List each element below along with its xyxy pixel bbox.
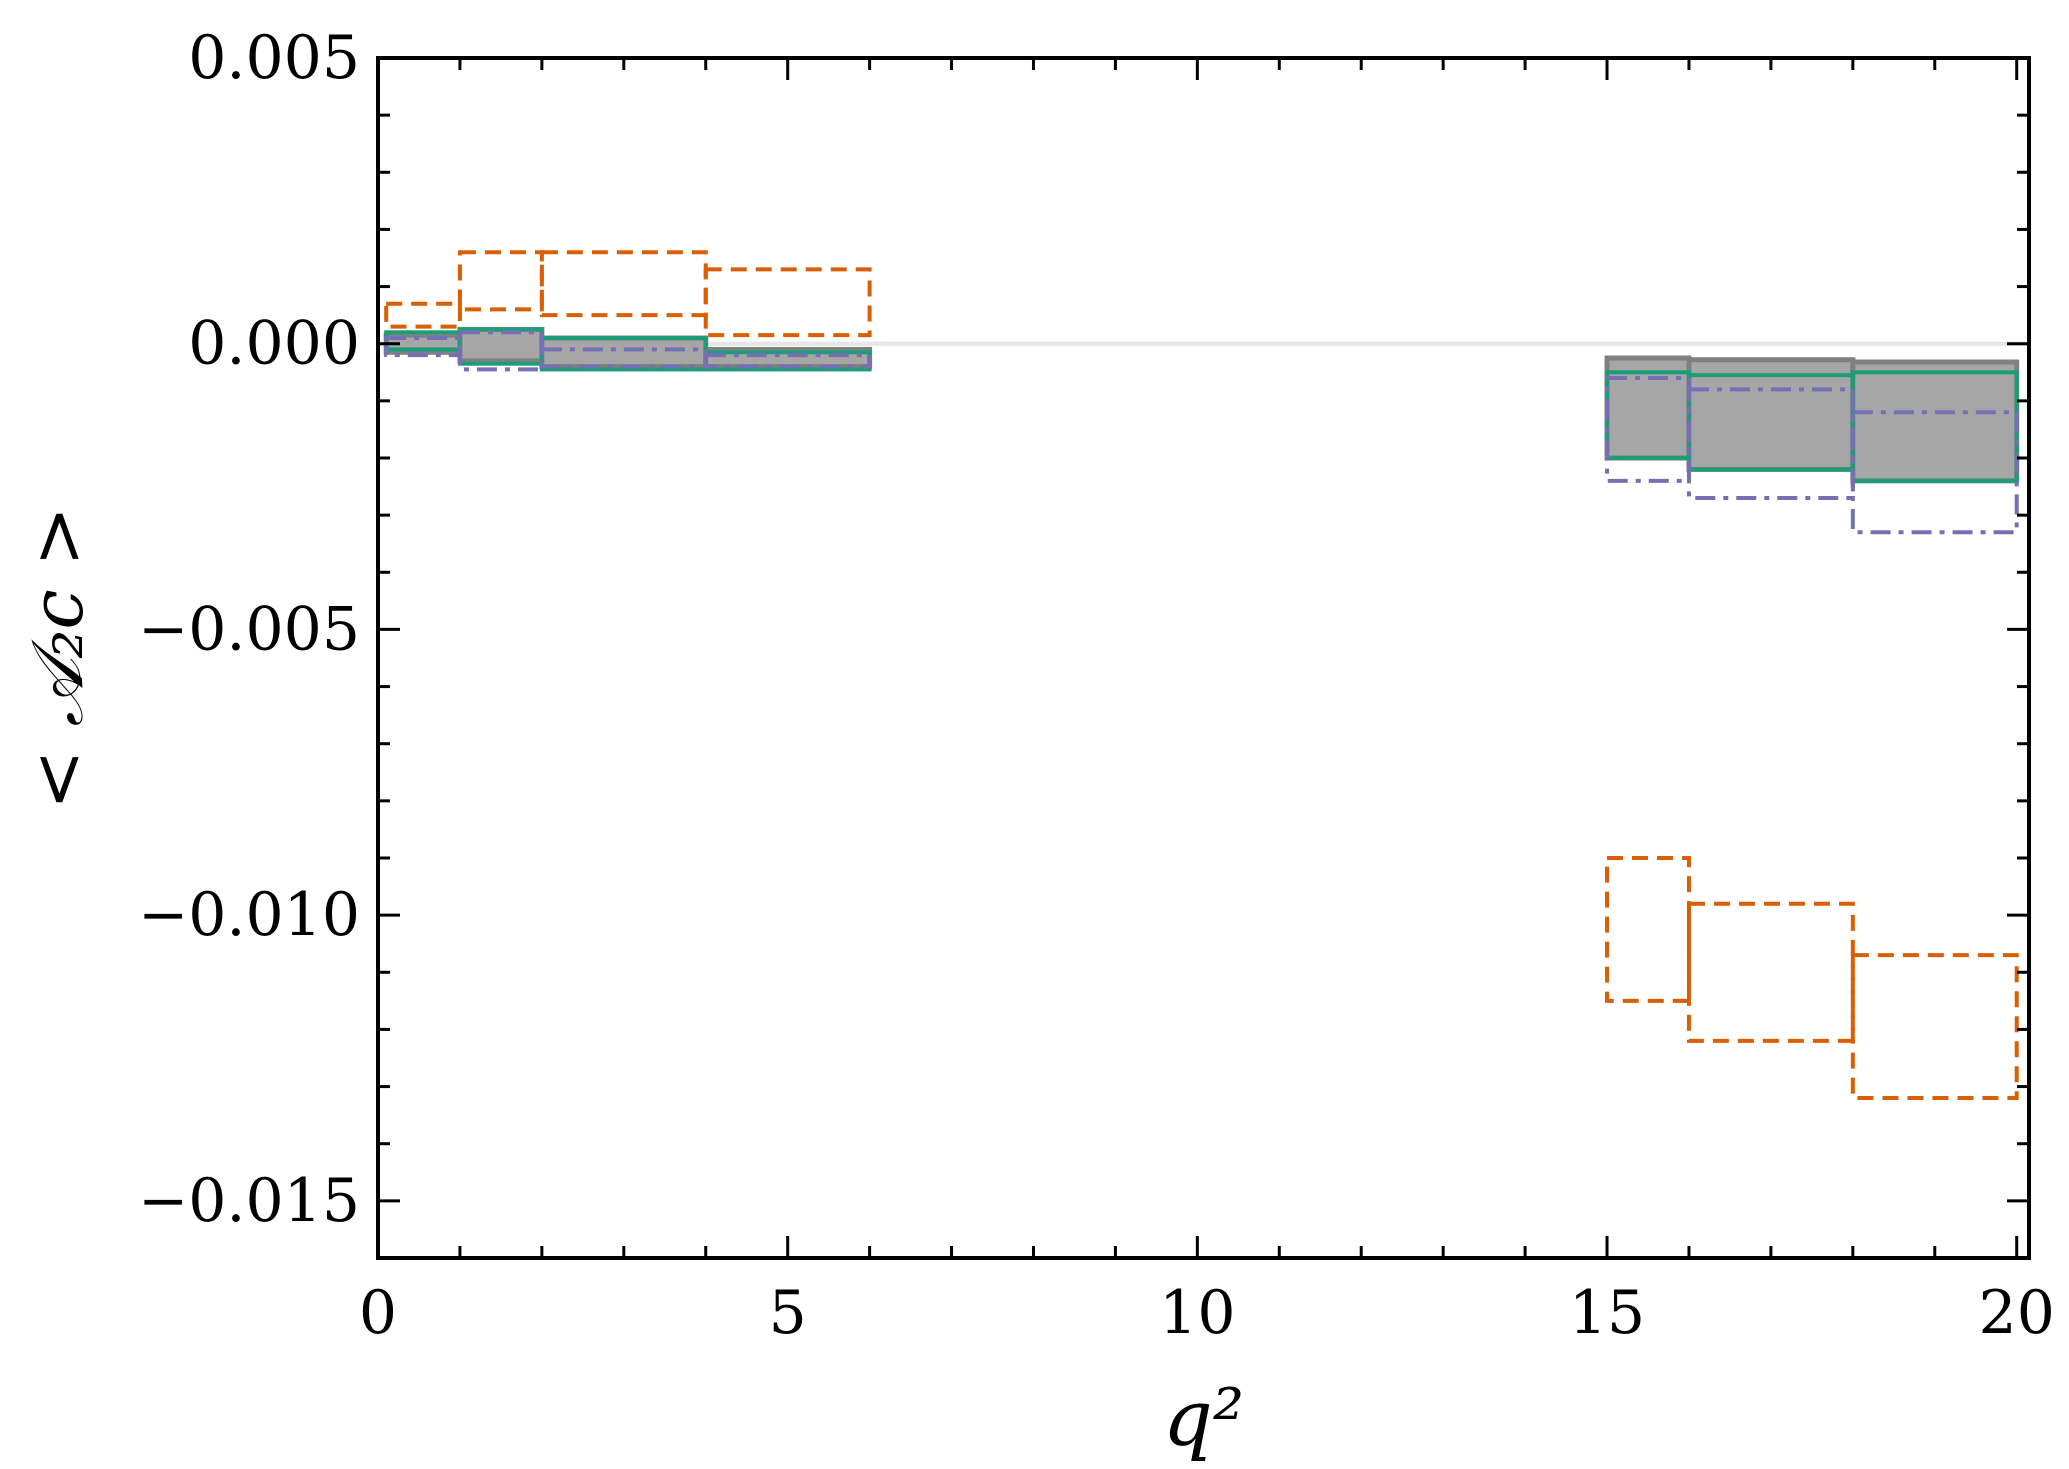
y-tick-label: −0.015 <box>138 1166 360 1236</box>
x-tick-label: 10 <box>1159 1278 1235 1348</box>
y-tick-label: 0.000 <box>188 309 360 379</box>
band-gray-filled-2 <box>539 335 709 370</box>
x-tick-label: 20 <box>1979 1278 2055 1348</box>
band-dashed-1 <box>457 250 544 312</box>
y-tick-labels: 0.005 0.000 −0.005 −0.010 −0.015 <box>138 23 360 1236</box>
band-gray-filled-5 <box>1686 357 1856 472</box>
series-layer <box>383 250 2020 1101</box>
y-axis-label: < 𝒜₂c > <box>15 506 99 810</box>
band-dashed-4 <box>1605 856 1691 1003</box>
band-dashed-3 <box>703 267 872 338</box>
y-tick-label: −0.010 <box>138 880 360 950</box>
band-dashed-6 <box>1850 953 2019 1101</box>
series-dashdot <box>384 330 2019 535</box>
x-axis-label: q² <box>1163 1374 1244 1464</box>
x-tick-label: 15 <box>1569 1278 1645 1348</box>
y-tick-label: −0.005 <box>138 594 360 664</box>
band-dashdot-6 <box>1850 410 2019 535</box>
y-tick-label: 0.005 <box>188 23 360 93</box>
band-dashed-5 <box>1686 901 1855 1043</box>
tick-layer <box>376 56 2029 1260</box>
band-dashed-2 <box>539 250 708 318</box>
band-dashed-0 <box>384 301 462 329</box>
x-tick-label: 5 <box>769 1278 807 1348</box>
band-dashdot-3 <box>703 353 872 369</box>
series-dashed <box>384 250 2019 1101</box>
x-tick-labels: 0 5 10 15 20 <box>359 1278 2055 1348</box>
plot-frame <box>376 56 2031 1260</box>
band-gray-filled-6 <box>1850 359 2020 484</box>
x-tick-label: 0 <box>359 1278 397 1348</box>
series-gray-filled <box>383 326 2020 484</box>
band-gray-filled-1 <box>457 326 545 364</box>
